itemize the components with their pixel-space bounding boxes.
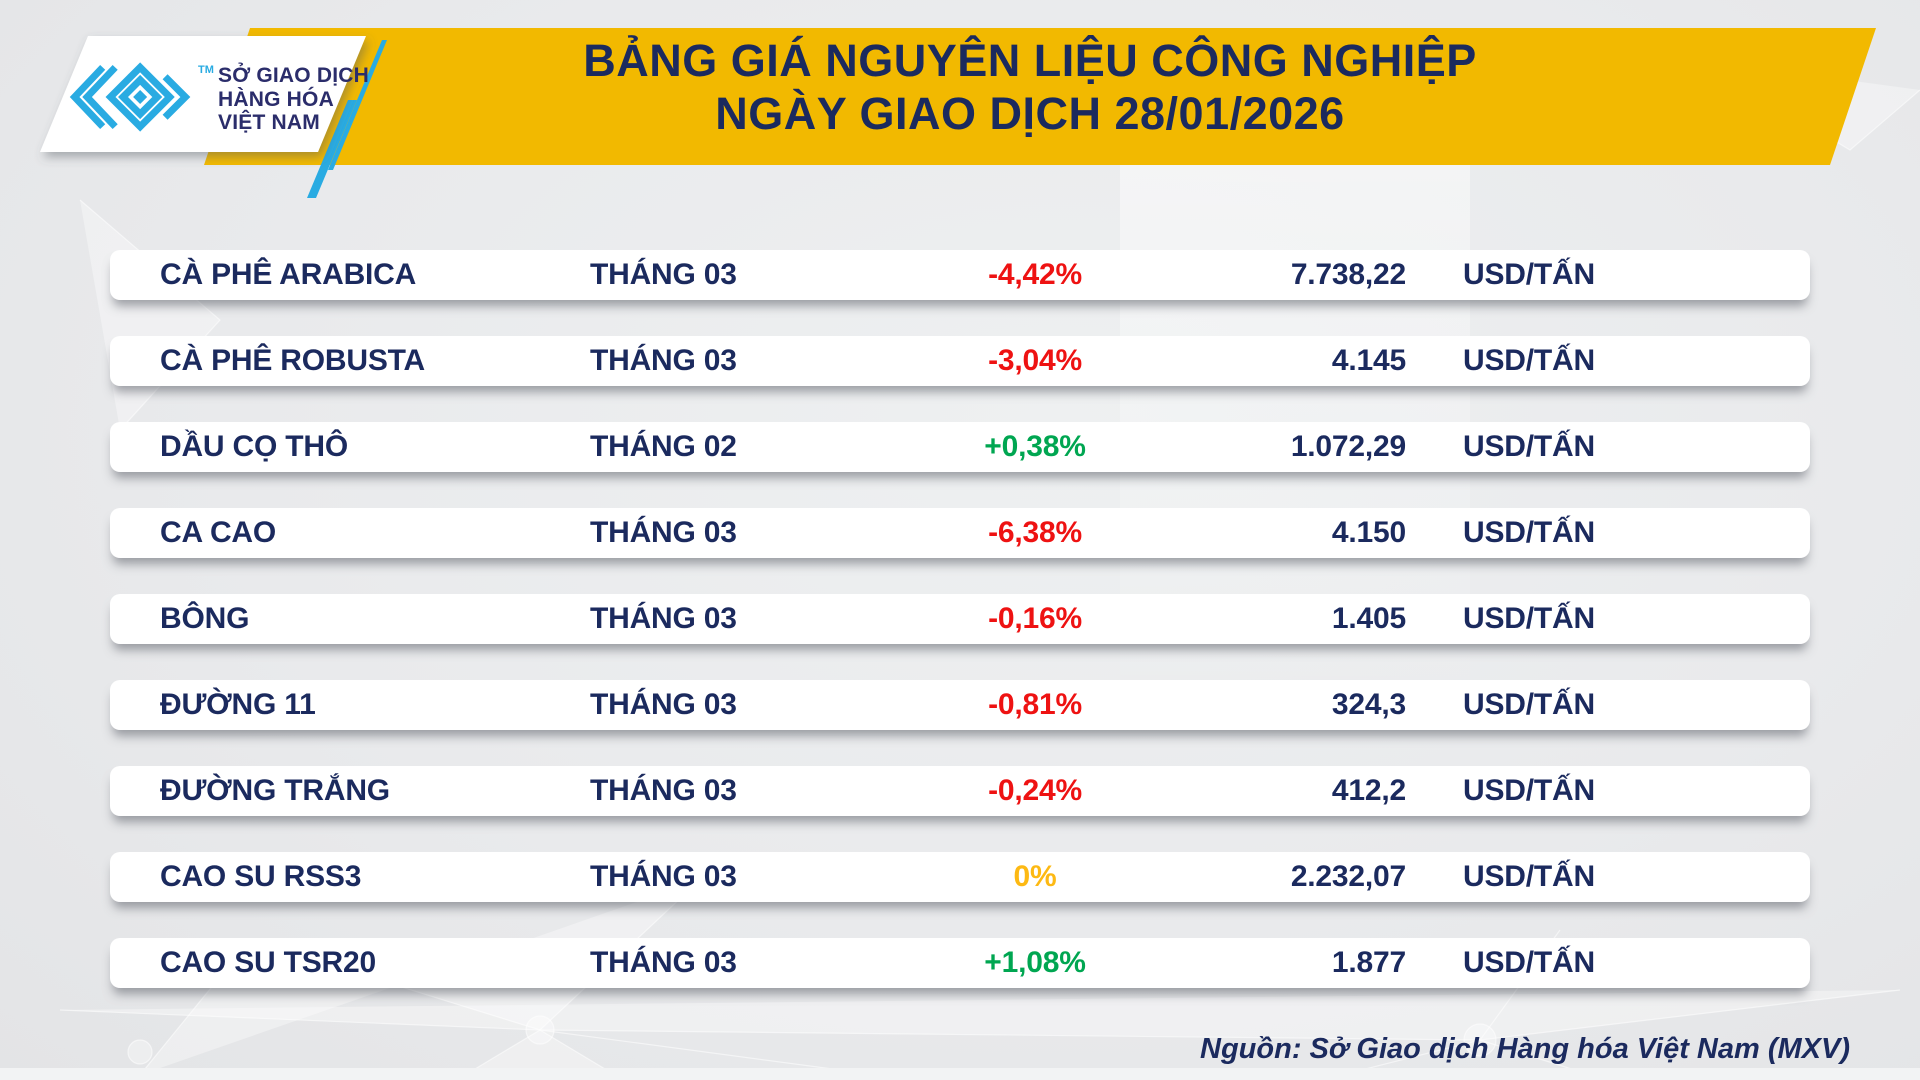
price-unit: USD/TẤN [1463,860,1595,893]
change-percent: -6,38% [988,516,1082,549]
contract-month: THÁNG 03 [590,774,737,807]
price-unit: USD/TẤN [1463,688,1595,721]
table-row: CÀ PHÊ ARABICA THÁNG 03 -4,42% 7.738,22 … [110,250,1810,300]
price-value: 412,2 [1331,774,1406,807]
price-unit: USD/TẤN [1463,774,1595,807]
price-value: 4.150 [1331,516,1406,549]
table-row: CAO SU TSR20 THÁNG 03 +1,08% 1.877 USD/T… [110,938,1810,988]
mxv-logo: TM SỞ GIAO DỊCH HÀNG HÓA VIỆT NAM [0,0,400,170]
title-banner-shape [204,28,1876,165]
table-row: CAO SU RSS3 THÁNG 03 0% 2.232,07 USD/TẤN [110,852,1810,902]
price-unit: USD/TẤN [1463,602,1595,635]
table-row: BÔNG THÁNG 03 -0,16% 1.405 USD/TẤN [110,594,1810,644]
logo-text-line-2: HÀNG HÓA [218,87,334,111]
mxv-logo-icon [69,62,191,132]
contract-month: THÁNG 02 [590,430,737,463]
table-row: ĐƯỜNG TRẮNG THÁNG 03 -0,24% 412,2 USD/TẤ… [110,766,1810,816]
change-percent: 0% [1013,860,1057,893]
price-unit: USD/TẤN [1463,430,1595,463]
title-line-1: BẢNG GIÁ NGUYÊN LIỆU CÔNG NGHIỆP [583,35,1477,86]
price-value: 1.072,29 [1290,430,1406,463]
title-line-2: NGÀY GIAO DỊCH 28/01/2026 [715,88,1345,139]
price-unit: USD/TẤN [1463,344,1595,377]
mxv-logo-wordmark: SỞ GIAO DỊCH HÀNG HÓA VIỆT NAM [218,64,369,135]
change-percent: +0,38% [984,430,1086,463]
table-row: CÀ PHÊ ROBUSTA THÁNG 03 -3,04% 4.145 USD… [110,336,1810,386]
commodity-name: CAO SU TSR20 [160,946,376,979]
table-row: CA CAO THÁNG 03 -6,38% 4.150 USD/TẤN [110,508,1810,558]
price-value: 4.145 [1331,344,1406,377]
contract-month: THÁNG 03 [590,946,737,979]
contract-month: THÁNG 03 [590,602,737,635]
price-value: 2.232,07 [1290,860,1406,893]
commodity-name: BÔNG [160,602,250,635]
trademark-symbol: TM [198,64,214,76]
change-percent: -0,16% [988,602,1082,635]
price-value: 1.405 [1331,602,1406,635]
table-row: ĐƯỜNG 11 THÁNG 03 -0,81% 324,3 USD/TẤN [110,680,1810,730]
change-percent: -4,42% [988,258,1082,291]
contract-month: THÁNG 03 [590,688,737,721]
commodity-name: CA CAO [160,516,277,549]
table-row: DẦU CỌ THÔ THÁNG 02 +0,38% 1.072,29 USD/… [110,422,1810,472]
bottom-edge-strip [0,1068,1920,1080]
price-value: 1.877 [1331,946,1406,979]
banner-title: BẢNG GIÁ NGUYÊN LIỆU CÔNG NGHIỆP NGÀY GI… [210,34,1850,140]
change-percent: -3,04% [988,344,1082,377]
price-unit: USD/TẤN [1463,516,1595,549]
contract-month: THÁNG 03 [590,258,737,291]
header-decoration [40,28,1876,198]
change-percent: +1,08% [984,946,1086,979]
contract-month: THÁNG 03 [590,860,737,893]
cyan-slash-thick [307,100,357,198]
logo-plate [40,36,366,152]
cyan-slash-thin [328,40,387,170]
price-unit: USD/TẤN [1463,258,1595,291]
commodity-name: CÀ PHÊ ARABICA [160,258,417,291]
price-value: 324,3 [1331,688,1406,721]
contract-month: THÁNG 03 [590,344,737,377]
change-percent: -0,24% [988,774,1082,807]
commodity-name: CAO SU RSS3 [160,860,362,893]
source-note: Nguồn: Sở Giao dịch Hàng hóa Việt Nam (M… [1200,1033,1850,1065]
contract-month: THÁNG 03 [590,516,737,549]
logo-text-line-3: VIỆT NAM [218,111,320,134]
commodity-name: ĐƯỜNG 11 [160,688,316,721]
commodity-name: CÀ PHÊ ROBUSTA [160,344,425,377]
commodity-name: DẦU CỌ THÔ [160,430,348,463]
price-value: 7.738,22 [1290,258,1406,291]
logo-text-line-1: SỞ GIAO DỊCH [218,64,369,87]
commodity-name: ĐƯỜNG TRẮNG [160,774,390,807]
price-unit: USD/TẤN [1463,946,1595,979]
change-percent: -0,81% [988,688,1082,721]
price-table: CÀ PHÊ ARABICA THÁNG 03 -4,42% 7.738,22 … [110,250,1810,1024]
